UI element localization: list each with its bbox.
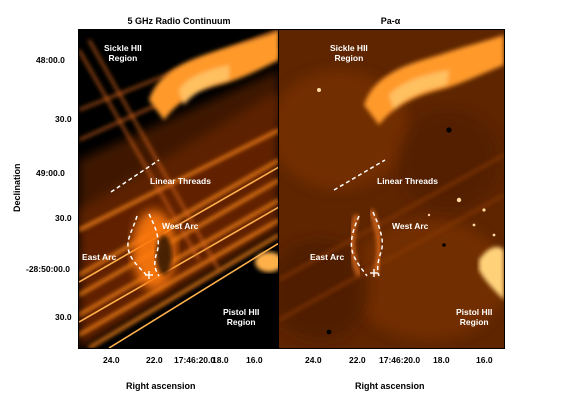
pa-alpha-emission-map <box>279 30 504 348</box>
left-xtick-18: 18.0 <box>212 355 229 365</box>
ytick-30-b: 30.0 <box>55 213 72 223</box>
left-label-east-arc: East Arc <box>82 252 117 262</box>
ytick-49-00: 49:00.0 <box>36 168 65 178</box>
ytick-48-00: 48:00.0 <box>36 55 65 65</box>
left-label-sickle: Sickle HII Region <box>104 43 142 63</box>
left-panel-title: 5 GHz Radio Continuum <box>127 16 231 26</box>
left-xtick-22: 22.0 <box>146 355 163 365</box>
right-xtick-20: 17:46:20.0 <box>379 355 421 365</box>
right-label-west-arc: West Arc <box>392 221 429 231</box>
right-xtick-18: 18.0 <box>433 355 450 365</box>
left-label-pistol: Pistol HII Region <box>223 307 260 327</box>
left-xtick-24: 24.0 <box>103 355 120 365</box>
right-panel-title: Pa-α <box>380 16 401 26</box>
radio-continuum-image <box>78 29 280 349</box>
right-xtick-24: 24.0 <box>305 355 322 365</box>
ytick-30-c: 30.0 <box>55 312 72 322</box>
radio-emission-map <box>79 30 279 348</box>
left-label-west-arc: West Arc <box>162 221 199 231</box>
right-label-linear-threads: Linear Threads <box>377 176 438 186</box>
ytick-30-a: 30.0 <box>55 114 72 124</box>
right-xtick-16: 16.0 <box>476 355 493 365</box>
right-xtick-22: 22.0 <box>349 355 366 365</box>
right-label-pistol: Pistol HII Region <box>456 307 493 327</box>
left-x-axis-title: Right ascension <box>126 381 196 391</box>
left-xtick-20: 17:46:20.0 <box>174 355 216 365</box>
ytick-50-00: -28:50:00.0 <box>26 264 70 274</box>
right-x-axis-title: Right ascension <box>355 381 425 391</box>
right-label-sickle: Sickle HII Region <box>330 43 368 63</box>
left-label-linear-threads: Linear Threads <box>150 176 211 186</box>
pa-alpha-image <box>278 29 505 349</box>
right-label-east-arc: East Arc <box>310 252 345 262</box>
left-xtick-16: 16.0 <box>246 355 263 365</box>
y-axis-title: Declination <box>12 163 22 212</box>
